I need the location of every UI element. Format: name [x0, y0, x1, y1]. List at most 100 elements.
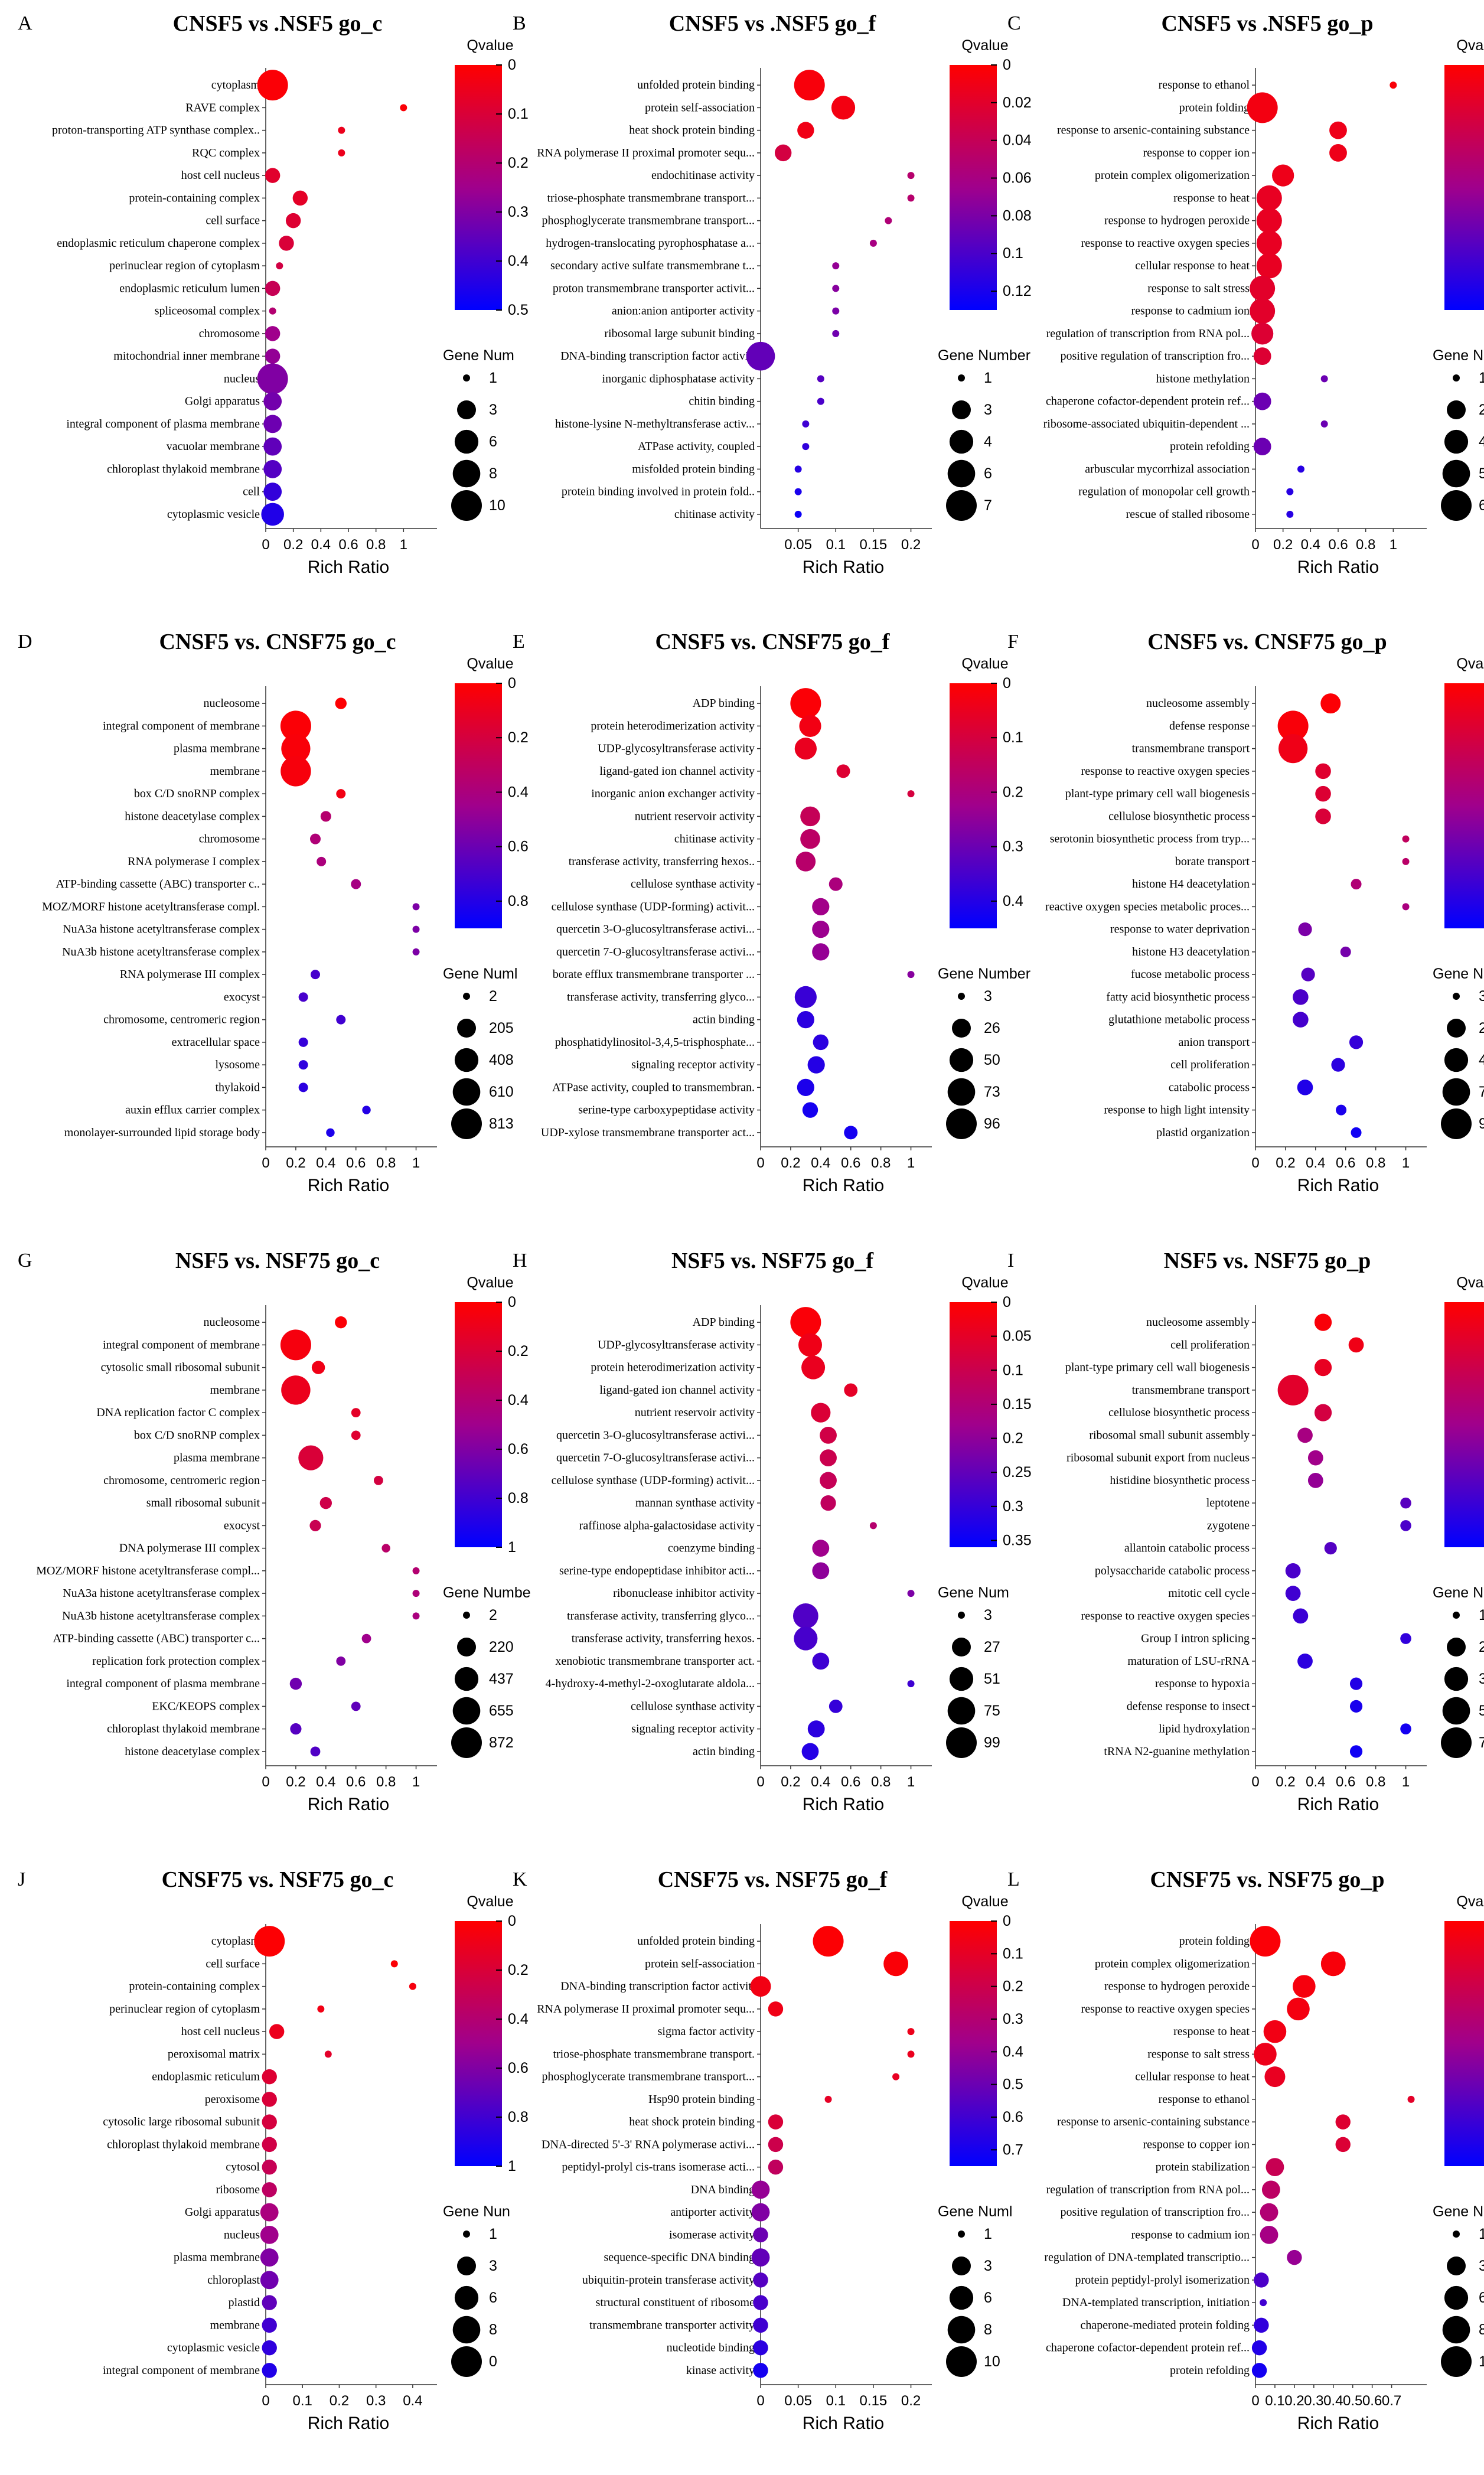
color-legend-title: Qvalue: [467, 37, 513, 54]
term-label: histone H3 deacetylation: [1132, 945, 1250, 958]
term-label: DNA polymerase III complex: [119, 1542, 260, 1555]
term-label: cell: [243, 485, 260, 498]
x-tick-label: 0.4: [316, 1774, 335, 1790]
x-tick-label: 1: [907, 1774, 915, 1790]
panel-title: CNSF75 vs. NSF75 go_f: [658, 1867, 888, 1892]
data-point: [1297, 1653, 1313, 1669]
data-point: [338, 126, 345, 134]
term-label: peroxisomal matrix: [168, 2047, 260, 2060]
data-point: [351, 1701, 361, 1711]
size-legend-dot: [454, 1048, 479, 1072]
size-legend-label: 6: [489, 2290, 497, 2306]
x-tick-label: 0: [262, 537, 269, 553]
term-label: quercetin 7-O-glucosyltransferase activi…: [556, 945, 755, 958]
data-point: [257, 363, 288, 394]
color-scale-label: 0.4: [1003, 893, 1023, 909]
data-point: [1320, 420, 1328, 428]
data-point: [824, 2095, 832, 2103]
term-label: plasma membrane: [174, 2251, 260, 2264]
term-label: actin binding: [693, 1745, 755, 1758]
color-scale-label: 0: [508, 1913, 516, 1929]
term-label: protein folding: [1179, 1935, 1250, 1948]
color-scale-label: 0.2: [508, 1962, 529, 1978]
data-point: [310, 1746, 321, 1757]
term-label: membrane: [210, 765, 260, 778]
x-tick-label: 0.2: [1284, 2393, 1304, 2409]
color-legend-title: Qvalue: [1456, 1893, 1484, 1910]
size-legend-dot: [1444, 429, 1469, 454]
size-legend-label: 51: [984, 1671, 1000, 1687]
x-tick-label: 0.2: [286, 1155, 305, 1171]
term-label: inorganic anion exchanger activity: [591, 787, 755, 800]
data-point: [351, 1430, 361, 1440]
data-point: [751, 2203, 770, 2222]
data-point: [1277, 710, 1309, 742]
data-point: [292, 190, 308, 206]
data-point: [261, 503, 284, 526]
term-label: UDP-glycosyltransferase activity: [598, 742, 755, 755]
term-label: glutathione metabolic process: [1108, 1013, 1250, 1026]
data-point: [1253, 392, 1271, 410]
data-point: [412, 948, 420, 956]
term-label: serotonin biosynthetic process from tryp…: [1050, 833, 1250, 846]
term-label: protein heterodimerization activity: [591, 719, 755, 732]
term-label: protein heterodimerization activity: [591, 1361, 755, 1374]
term-label: integral component of membrane: [103, 1338, 260, 1351]
data-point: [298, 1060, 308, 1070]
term-label: tRNA N2-guanine methylation: [1104, 1745, 1250, 1758]
data-point: [1251, 2363, 1267, 2378]
x-tick-label: 0.05: [784, 2393, 812, 2409]
term-label: signaling receptor activity: [631, 1723, 755, 1736]
term-label: exocyst: [224, 1519, 260, 1532]
color-scale-label: 0.2: [1003, 1978, 1023, 1995]
size-legend-label: 8: [1479, 2321, 1484, 2338]
term-label: cell surface: [206, 214, 260, 227]
data-point: [409, 1982, 416, 1990]
size-legend-dot: [946, 1727, 977, 1758]
term-label: zygotene: [1207, 1519, 1250, 1532]
size-legend-label: 39: [1479, 1671, 1484, 1687]
term-label: quercetin 3-O-glucosyltransferase activi…: [556, 1429, 755, 1442]
term-label: nucleus: [224, 372, 260, 385]
x-tick-label: 0: [756, 1155, 764, 1171]
size-legend-dot: [451, 2346, 482, 2377]
term-label: sequence-specific DNA binding: [604, 2251, 755, 2264]
size-legend-dot: [947, 459, 976, 488]
term-label: serine-type carboxypeptidase activity: [578, 1104, 755, 1117]
term-label: ubiquitin-protein transferase activity: [582, 2274, 755, 2287]
term-label: response to reactive oxygen species: [1081, 1609, 1250, 1622]
color-scale-label: 1: [508, 1539, 516, 1556]
size-legend-dot: [947, 1078, 976, 1106]
size-legend-label: 813: [489, 1116, 514, 1132]
size-legend-label: 3: [984, 402, 992, 418]
size-legend-label: 4: [1479, 433, 1484, 450]
term-label: response to cadmium ion: [1131, 305, 1250, 318]
data-point: [794, 488, 802, 495]
x-tick-label: 0.3: [366, 2393, 386, 2409]
size-legend-dot: [1453, 2231, 1460, 2238]
color-scale-bar: [455, 1302, 502, 1547]
data-point: [1335, 2137, 1351, 2153]
term-label: DNA-binding transcription factor activit…: [560, 1980, 755, 1993]
color-legend-title: Qvalue: [961, 1893, 1008, 1910]
size-legend-dot: [952, 2256, 971, 2275]
data-point: [336, 789, 346, 799]
data-point: [907, 971, 915, 979]
term-label: response to hydrogen peroxide: [1104, 214, 1250, 227]
term-label: nucleosome: [203, 1316, 260, 1329]
color-scale-bar: [950, 683, 997, 928]
color-scale-label: 0.2: [1003, 784, 1023, 800]
term-label: histone H4 deacetylation: [1132, 878, 1250, 891]
term-label: chloroplast thylakoid membrane: [107, 1723, 260, 1736]
term-label: heat shock protein binding: [629, 2115, 755, 2128]
data-point: [1402, 903, 1410, 911]
x-tick-label: 0.2: [283, 537, 303, 553]
term-label: response to ethanol: [1159, 79, 1250, 92]
data-point: [1331, 1058, 1345, 1072]
term-label: cellulose synthase (UDP-forming) activit…: [552, 900, 755, 913]
size-legend-label: 437: [489, 1671, 514, 1687]
term-label: defense response to insect: [1127, 1700, 1250, 1713]
x-tick-label: 0.4: [316, 1155, 335, 1171]
size-legend-label: 4: [984, 433, 992, 450]
panel-letter: A: [18, 12, 32, 34]
